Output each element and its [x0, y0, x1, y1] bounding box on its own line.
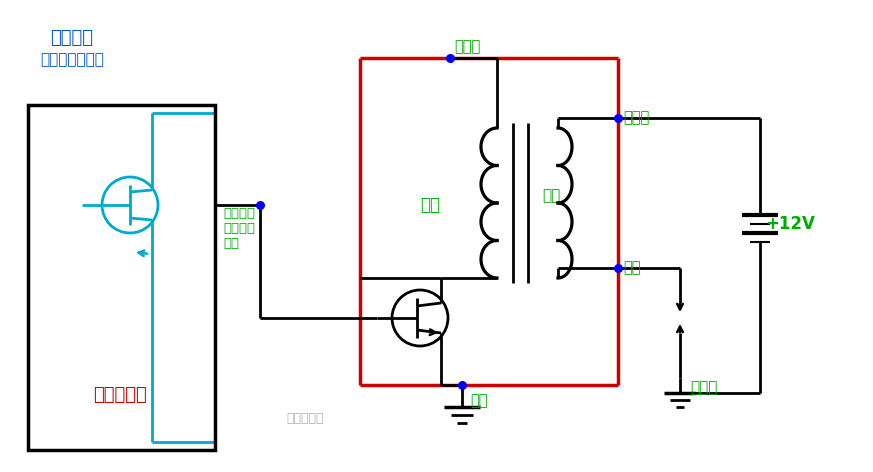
Text: 火花塞: 火花塞: [690, 380, 718, 396]
Text: 电源正: 电源正: [454, 39, 480, 54]
Text: 点火线圈电路图: 点火线圈电路图: [40, 52, 104, 67]
Text: 次级地: 次级地: [623, 110, 650, 126]
Text: 次级: 次级: [542, 188, 560, 203]
Text: 四线独立: 四线独立: [51, 29, 93, 47]
Text: 高压: 高压: [623, 261, 641, 276]
Text: 发动机电脑: 发动机电脑: [93, 386, 147, 404]
Text: +12V: +12V: [765, 215, 815, 233]
Text: 接地: 接地: [470, 393, 487, 408]
Text: 点火信号
正占空比
控制: 点火信号 正占空比 控制: [223, 207, 255, 250]
Text: 车师傅电子: 车师傅电子: [286, 412, 324, 424]
Bar: [28, 105, 215, 450]
Text: 初级: 初级: [420, 196, 440, 214]
